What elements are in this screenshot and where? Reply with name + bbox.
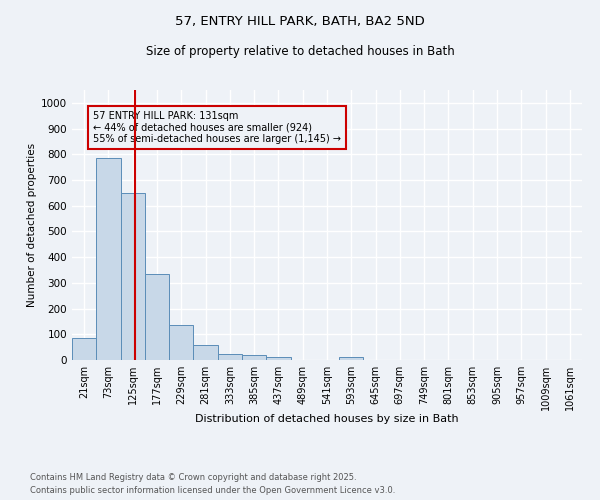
- Bar: [193, 344, 218, 360]
- X-axis label: Distribution of detached houses by size in Bath: Distribution of detached houses by size …: [195, 414, 459, 424]
- Text: Contains HM Land Registry data © Crown copyright and database right 2025.: Contains HM Land Registry data © Crown c…: [30, 474, 356, 482]
- Bar: [339, 357, 364, 360]
- Bar: [218, 354, 242, 360]
- Bar: [169, 326, 193, 360]
- Text: Size of property relative to detached houses in Bath: Size of property relative to detached ho…: [146, 45, 454, 58]
- Bar: [145, 274, 169, 360]
- Bar: [96, 158, 121, 360]
- Text: 57, ENTRY HILL PARK, BATH, BA2 5ND: 57, ENTRY HILL PARK, BATH, BA2 5ND: [175, 15, 425, 28]
- Bar: [72, 338, 96, 360]
- Bar: [266, 358, 290, 360]
- Bar: [121, 194, 145, 360]
- Bar: [242, 356, 266, 360]
- Y-axis label: Number of detached properties: Number of detached properties: [27, 143, 37, 307]
- Text: 57 ENTRY HILL PARK: 131sqm
← 44% of detached houses are smaller (924)
55% of sem: 57 ENTRY HILL PARK: 131sqm ← 44% of deta…: [92, 110, 341, 144]
- Text: Contains public sector information licensed under the Open Government Licence v3: Contains public sector information licen…: [30, 486, 395, 495]
